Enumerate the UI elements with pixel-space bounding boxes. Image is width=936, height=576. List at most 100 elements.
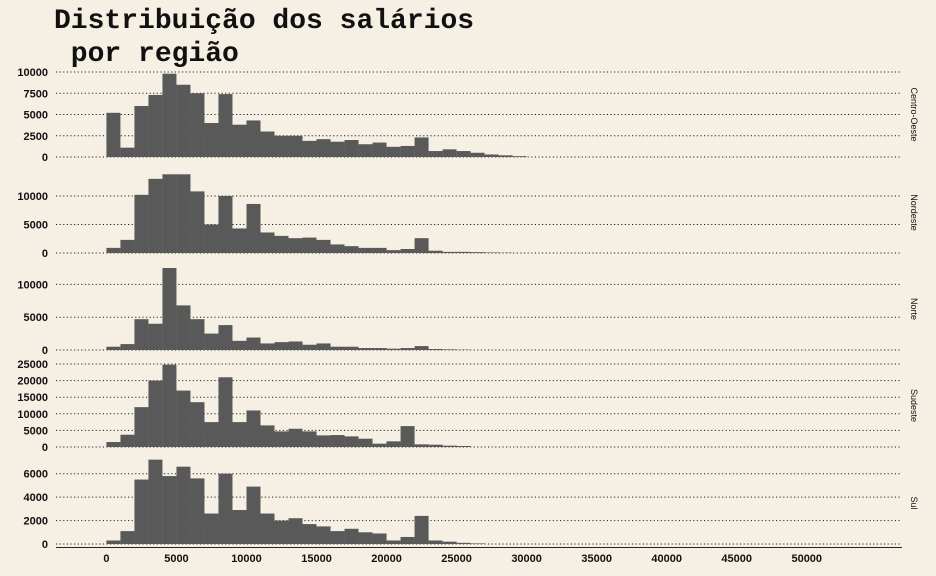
histogram-bar [442, 541, 457, 544]
histogram-bar [386, 348, 401, 350]
histogram-bar [134, 106, 149, 157]
histogram-bar [414, 346, 429, 350]
histogram-bar [204, 123, 219, 157]
histogram-bar [176, 305, 191, 350]
histogram-bar [260, 232, 275, 253]
histogram-bar [204, 333, 219, 350]
histogram-bar [120, 344, 135, 350]
histogram-bar [204, 513, 219, 544]
histogram-bar [120, 531, 135, 544]
histogram-bar [372, 533, 387, 544]
histogram-bar [400, 348, 415, 350]
histogram-bar [302, 524, 317, 544]
y-tick-label: 7500 [24, 88, 48, 100]
histogram-bar [120, 239, 135, 253]
y-tick-label: 10000 [17, 191, 48, 203]
y-tick-label: 0 [42, 248, 48, 260]
x-tick-label: 30000 [511, 553, 542, 565]
x-tick-label: 25000 [441, 553, 472, 565]
x-tick-label: 45000 [721, 553, 752, 565]
histogram-bar [386, 146, 401, 157]
histogram-bar [106, 442, 121, 447]
histogram-bar [344, 140, 359, 157]
histogram-bar [400, 145, 415, 157]
histogram-bar [344, 246, 359, 253]
x-tick-label: 40000 [651, 553, 682, 565]
chart-title-line-2: por região [54, 39, 239, 70]
histogram-bar [274, 235, 289, 253]
histogram-bar [428, 349, 443, 350]
histogram-bar [330, 346, 345, 350]
histogram-bar [218, 195, 233, 253]
histogram-bar [428, 540, 443, 544]
histogram-bar [176, 390, 191, 447]
x-tick-label: 20000 [371, 553, 402, 565]
histogram-bar [288, 135, 303, 157]
histogram-bar [344, 528, 359, 544]
histogram-bar [162, 268, 177, 350]
histogram-bar [148, 323, 163, 350]
facet-panel-sudeste: 0 5000 10000 15000 20000 25000 Sudeste [17, 359, 919, 454]
histogram-bar [428, 250, 443, 253]
histogram-bar [274, 431, 289, 447]
histogram-bar [190, 191, 205, 253]
histogram-bar [190, 319, 205, 350]
x-tick-label: 35000 [581, 553, 612, 565]
histogram-bar [260, 131, 275, 157]
histogram-bar [344, 436, 359, 447]
histogram-bar [414, 444, 429, 447]
histogram-bar [330, 244, 345, 253]
histogram-bar [428, 444, 443, 447]
histogram-bar [176, 466, 191, 544]
histogram-bar [386, 441, 401, 447]
histogram-bar [330, 141, 345, 157]
histogram-bar [358, 438, 373, 447]
histogram-bar [204, 422, 219, 447]
histogram-bar [260, 513, 275, 544]
histogram-bar [134, 319, 149, 350]
histogram-bar [372, 443, 387, 447]
histogram-bar [302, 140, 317, 157]
histogram-bar [218, 473, 233, 544]
y-tick-label: 5000 [24, 425, 48, 437]
y-tick-label: 25000 [17, 359, 48, 371]
histogram-bar [456, 151, 471, 157]
histogram-bar [288, 341, 303, 350]
histogram-bar [316, 526, 331, 544]
histogram-bar [162, 73, 177, 157]
y-tick-label: 5000 [24, 312, 48, 324]
histogram-bar [414, 137, 429, 157]
histogram-bar [414, 515, 429, 544]
histogram-bar [148, 94, 163, 157]
histogram-bar [260, 343, 275, 350]
histogram-bar [246, 486, 261, 544]
histogram-bar [134, 407, 149, 447]
histogram-bar [246, 410, 261, 447]
facet-strip-label: Centro-Oeste [909, 87, 919, 141]
y-tick-label: 10000 [17, 409, 48, 421]
histogram-bar [456, 251, 471, 253]
y-tick-label: 4000 [24, 492, 48, 504]
histogram-bar [246, 120, 261, 157]
histogram-bar [302, 237, 317, 253]
histogram-bar [498, 155, 513, 157]
facet-strip-label: Norte [909, 298, 919, 320]
histogram-bar [232, 510, 247, 544]
histogram-bar [162, 476, 177, 544]
x-tick-label: 15000 [301, 553, 332, 565]
histogram-bar [148, 459, 163, 544]
histogram-bar [162, 174, 177, 253]
histogram-bar [358, 144, 373, 157]
histogram-bar [358, 348, 373, 350]
x-tick-label: 10000 [231, 553, 262, 565]
histogram-bar [400, 536, 415, 544]
histogram-bar [344, 346, 359, 350]
histogram-bar [456, 446, 471, 447]
histogram-bar [218, 94, 233, 157]
histogram-bar [372, 142, 387, 157]
facet-panel-norte: 0 5000 10000 Norte [17, 268, 919, 357]
histogram-bar [442, 445, 457, 447]
x-tick-label: 5000 [164, 553, 188, 565]
y-tick-label: 5000 [24, 110, 48, 122]
